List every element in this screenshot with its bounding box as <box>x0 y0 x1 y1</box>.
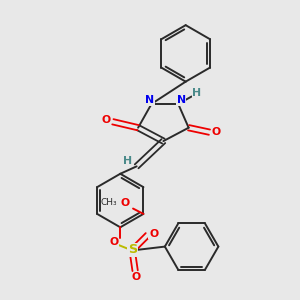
Text: O: O <box>120 198 129 208</box>
Text: H: H <box>123 156 132 166</box>
Text: O: O <box>149 229 158 238</box>
Text: O: O <box>110 237 119 247</box>
Text: N: N <box>177 95 186 105</box>
Text: S: S <box>128 243 137 256</box>
Text: O: O <box>212 127 220 137</box>
Text: N: N <box>146 95 154 105</box>
Text: O: O <box>102 115 111 125</box>
Text: CH₃: CH₃ <box>100 197 117 206</box>
Text: O: O <box>131 272 141 282</box>
Text: H: H <box>192 88 202 98</box>
